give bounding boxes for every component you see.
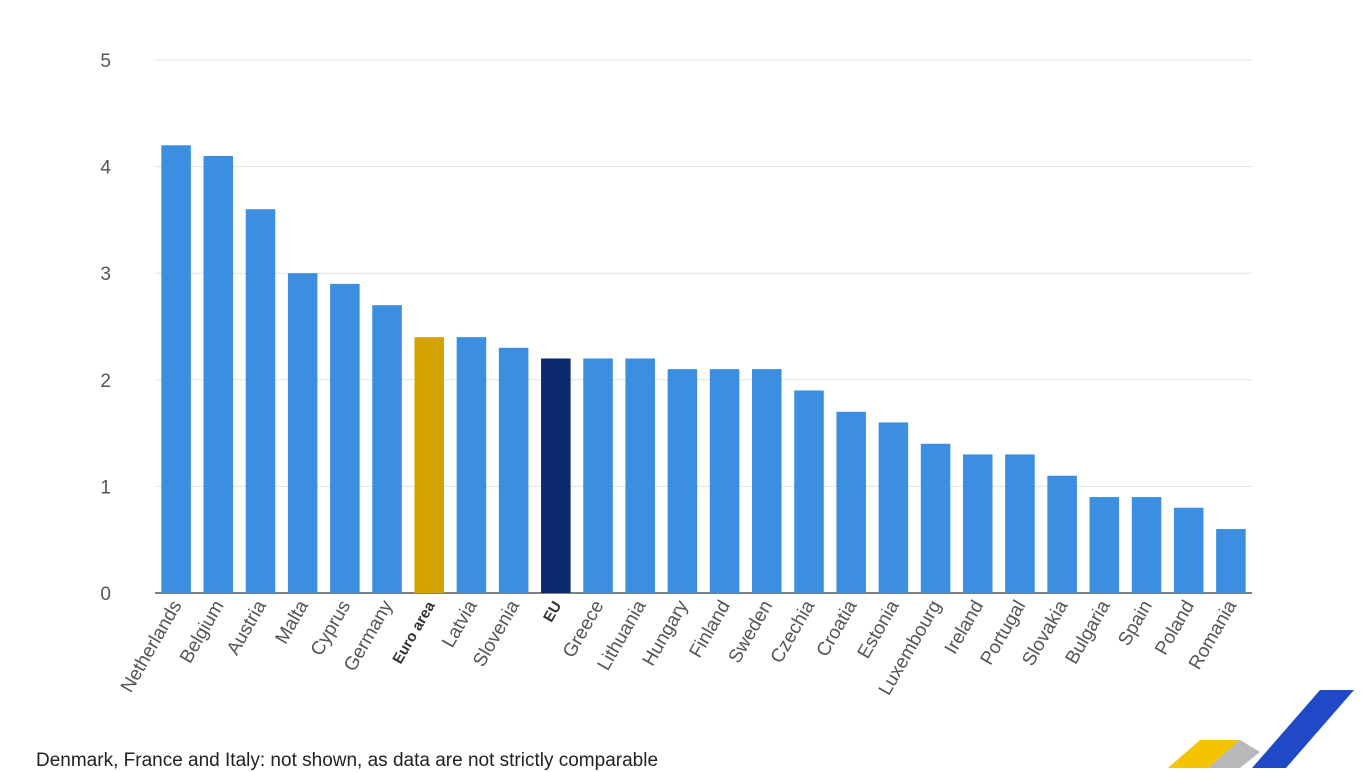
bar [161, 145, 191, 593]
bar [794, 390, 824, 593]
bar [414, 337, 445, 593]
bar [541, 358, 571, 593]
bar [372, 305, 402, 593]
eurostat-logo-icon [1168, 690, 1354, 768]
y-tick-label: 4 [100, 158, 111, 179]
bar [709, 369, 740, 593]
y-tick-label: 2 [100, 371, 111, 392]
footnote: Denmark, France and Italy: not shown, as… [36, 750, 659, 771]
bar [245, 209, 276, 594]
y-tick-label: 1 [100, 477, 111, 498]
bar [456, 337, 487, 593]
x-tick-label: Netherlands [117, 597, 186, 696]
bar [752, 369, 782, 593]
bar [1005, 454, 1035, 593]
y-tick-label: 5 [100, 51, 111, 72]
x-tick-label: EU [540, 599, 565, 626]
bar [1216, 529, 1246, 593]
bar [878, 422, 909, 593]
bar [667, 369, 698, 593]
bar [330, 283, 360, 593]
bar [287, 273, 318, 593]
bar [1173, 507, 1204, 593]
bar [836, 411, 866, 593]
y-tick-label: 0 [100, 584, 111, 605]
x-tick-label: Malta [272, 597, 314, 648]
bar [625, 358, 655, 593]
x-tick-label: Latvia [438, 597, 482, 652]
bar [920, 443, 951, 593]
x-tick-label: Spain [1114, 597, 1156, 650]
bar [1131, 497, 1162, 593]
bar [583, 358, 613, 593]
bar [1089, 497, 1120, 593]
bar [962, 454, 993, 593]
bar [203, 155, 234, 593]
x-tick-label: Austria [223, 597, 271, 659]
bar [1047, 475, 1077, 593]
bar [498, 347, 529, 593]
x-tick-label: Ireland [941, 597, 988, 658]
y-tick-label: 3 [100, 264, 111, 285]
